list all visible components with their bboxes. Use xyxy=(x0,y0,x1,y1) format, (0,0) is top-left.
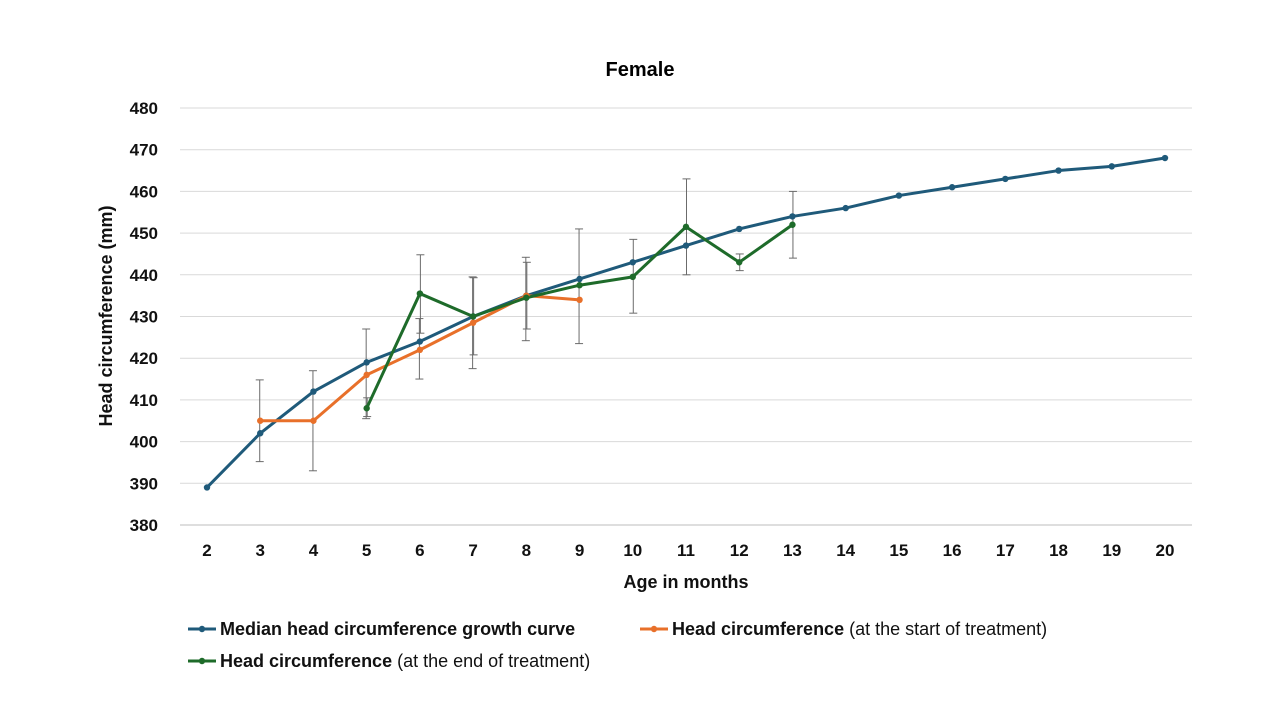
y-tick-label: 380 xyxy=(130,516,158,535)
y-tick-label: 390 xyxy=(130,474,158,493)
x-tick-label: 3 xyxy=(255,541,264,560)
error-bars xyxy=(255,178,797,472)
start-treatment-point xyxy=(416,346,424,354)
median-growth-point xyxy=(1161,154,1169,162)
x-axis-label: Age in months xyxy=(624,572,749,592)
y-axis-ticks: 380 390 400 410 420 430 440 450 460 470 480 xyxy=(130,99,158,535)
legend-label: Head circumference (at the start of trea… xyxy=(672,619,1047,639)
median-growth-point xyxy=(629,259,636,266)
x-tick-label: 20 xyxy=(1156,541,1175,560)
median-growth-point xyxy=(257,430,264,437)
x-tick-label: 11 xyxy=(677,541,695,560)
legend: Median head circumference growth curve He… xyxy=(188,619,1047,671)
x-tick-label: 13 xyxy=(783,541,802,560)
start-treatment-point xyxy=(469,319,477,326)
y-tick-label: 480 xyxy=(130,99,158,118)
legend-label: Head circumference (at the end of treatm… xyxy=(220,651,590,671)
median-growth-point xyxy=(416,338,424,345)
legend-marker xyxy=(198,657,206,665)
legend-label: Median head circumference growth curve xyxy=(220,619,575,639)
legend-label-bold: Head circumference xyxy=(220,651,392,671)
end-treatment-point xyxy=(789,221,796,228)
x-tick-label: 19 xyxy=(1102,541,1121,560)
x-tick-label: 16 xyxy=(943,541,962,560)
y-tick-label: 430 xyxy=(130,308,158,327)
median-growth-point xyxy=(789,213,796,220)
x-tick-label: 6 xyxy=(415,541,424,560)
y-tick-label: 410 xyxy=(130,391,158,410)
start-treatment-point xyxy=(257,417,264,424)
end-treatment-point xyxy=(576,282,583,289)
y-tick-label: 470 xyxy=(130,141,158,160)
x-tick-label: 9 xyxy=(575,541,584,560)
median-growth-point xyxy=(576,275,583,283)
start-treatment-point xyxy=(363,371,370,379)
median-growth-point xyxy=(1002,175,1009,183)
median-growth-point xyxy=(842,204,849,212)
legend-median: Median head circumference growth curve xyxy=(188,619,575,639)
x-tick-label: 4 xyxy=(309,541,319,560)
median-growth-point xyxy=(1055,167,1062,174)
y-axis-label: Head circumference (mm) xyxy=(96,205,116,426)
x-axis-ticks: 2 3 4 5 6 7 8 9 10 11 12 13 14 15 16 17 18 19 20 xyxy=(202,541,1174,560)
x-tick-label: 7 xyxy=(468,541,477,560)
start-treatment-point xyxy=(310,417,317,424)
y-tick-label: 460 xyxy=(130,182,158,201)
median-growth-point xyxy=(682,242,690,249)
y-tick-label: 450 xyxy=(130,224,158,243)
end-treatment-point xyxy=(523,294,530,301)
legend-label-bold: Median head circumference growth curve xyxy=(220,619,575,639)
legend-label-bold: Head circumference xyxy=(672,619,844,639)
x-tick-label: 15 xyxy=(889,541,908,560)
median-growth-point xyxy=(895,192,903,199)
x-tick-label: 5 xyxy=(362,541,371,560)
data-points xyxy=(203,154,1169,491)
x-tick-label: 12 xyxy=(730,541,749,560)
median-growth-point xyxy=(363,359,370,366)
x-tick-label: 8 xyxy=(522,541,531,560)
x-tick-label: 14 xyxy=(836,541,855,560)
x-tick-label: 17 xyxy=(996,541,1015,560)
median-growth-point xyxy=(310,388,317,395)
end-treatment-point xyxy=(363,405,370,412)
end-treatment-point xyxy=(629,273,636,281)
gridlines xyxy=(180,107,1192,526)
median-growth-point xyxy=(1108,163,1115,170)
legend-marker xyxy=(198,625,206,633)
y-tick-label: 420 xyxy=(130,349,158,368)
y-tick-label: 400 xyxy=(130,433,158,452)
chart-title: Female xyxy=(606,59,675,81)
legend-marker xyxy=(650,625,658,633)
median-growth-point xyxy=(736,225,743,233)
end-treatment-point xyxy=(416,290,424,297)
median-growth-point xyxy=(948,184,956,191)
x-tick-label: 18 xyxy=(1049,541,1068,560)
end-treatment-point xyxy=(682,223,690,231)
x-tick-label: 10 xyxy=(623,541,642,560)
end-treatment-point xyxy=(469,313,477,320)
y-tick-label: 440 xyxy=(130,266,158,285)
legend-end-treatment: Head circumference (at the end of treatm… xyxy=(188,651,590,671)
start-treatment-point xyxy=(576,296,583,304)
end-treatment-point xyxy=(736,259,743,266)
legend-label-rest: (at the end of treatment) xyxy=(392,651,590,671)
legend-start-treatment: Head circumference (at the start of trea… xyxy=(640,619,1047,639)
legend-label-rest: (at the start of treatment) xyxy=(844,619,1047,639)
x-tick-label: 2 xyxy=(202,541,211,560)
median-growth-point xyxy=(203,484,211,491)
